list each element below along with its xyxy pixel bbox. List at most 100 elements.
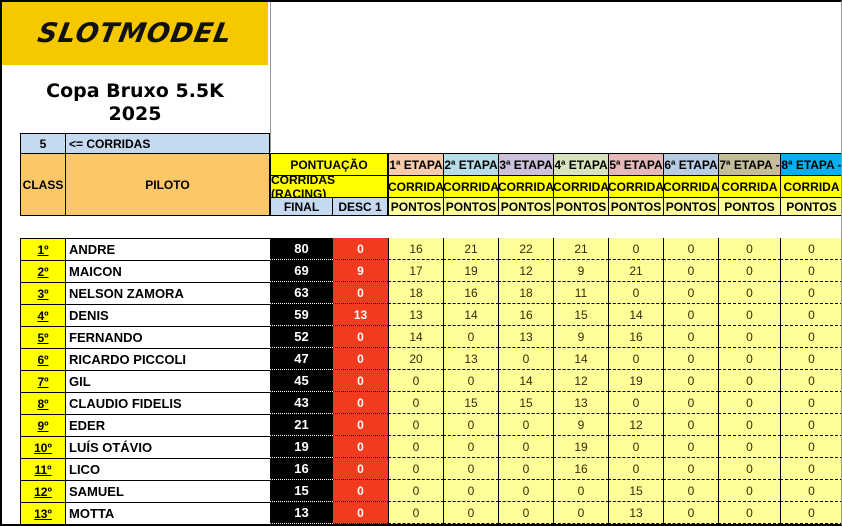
stage-1-header: 1ª ETAPA (388, 153, 444, 176)
stage-7-points: 0 (718, 282, 781, 304)
desc-header: DESC 1 (332, 197, 388, 216)
stage-3-points: 0 (498, 502, 554, 524)
stage-8-points: 0 (780, 436, 842, 458)
discard-points: 0 (333, 480, 388, 502)
stage-8-points: 0 (780, 370, 842, 392)
discard-points: 0 (333, 282, 388, 304)
page-title: Copa Bruxo 5.5K 2025 (46, 80, 224, 125)
stage-2-points: 0 (443, 458, 499, 480)
stage-5-points: 19 (608, 370, 664, 392)
stage-7-points: 0 (718, 238, 781, 260)
stage-2-points: 15 (443, 392, 499, 414)
races-label: <= CORRIDAS (65, 133, 270, 154)
discard-points: 0 (333, 502, 388, 524)
stage-8-type: CORRIDA (780, 175, 842, 198)
stage-4-points: 9 (553, 260, 609, 282)
stage-6-points: 0 (663, 348, 719, 370)
pilot-name: MOTTA (65, 502, 271, 525)
position: 2º (20, 260, 66, 283)
stage-1-points: 0 (388, 458, 444, 480)
stage-2-header: 2ª ETAPA (443, 153, 499, 176)
position: 11º (20, 458, 66, 481)
stage-3-points: 14 (498, 370, 554, 392)
stage-3-points: 15 (498, 392, 554, 414)
stage-2-points: 0 (443, 502, 499, 524)
stage-5-points: 0 (608, 238, 664, 260)
stage-3-points-header: PONTOS (498, 197, 554, 216)
stage-4-points: 9 (553, 326, 609, 348)
stage-4-points: 14 (553, 348, 609, 370)
stage-5-points-header: PONTOS (608, 197, 664, 216)
stage-1-points: 0 (388, 370, 444, 392)
stage-7-points: 0 (718, 348, 781, 370)
stage-6-points: 0 (663, 392, 719, 414)
stage-5-points: 16 (608, 326, 664, 348)
stage-5-points: 0 (608, 282, 664, 304)
position: 9º (20, 414, 66, 437)
position: 10º (20, 436, 66, 459)
stage-2-points: 21 (443, 238, 499, 260)
stage-5-points: 0 (608, 436, 664, 458)
position: 5º (20, 326, 66, 349)
discard-points: 0 (333, 238, 388, 260)
final-points: 15 (270, 480, 333, 502)
final-points: 69 (270, 260, 333, 282)
pilot-name: DENIS (65, 304, 271, 327)
stage-6-type: CORRIDA (663, 175, 719, 198)
final-header: FINAL (270, 197, 333, 216)
stage-6-points: 0 (663, 304, 719, 326)
races-count[interactable]: 5 (20, 133, 66, 154)
stage-8-points: 0 (780, 304, 842, 326)
stage-2-points: 0 (443, 326, 499, 348)
pilot-name: SAMUEL (65, 480, 271, 503)
stage-4-points: 0 (553, 480, 609, 502)
position: 13º (20, 502, 66, 525)
stage-6-points: 0 (663, 238, 719, 260)
stage-6-points: 0 (663, 370, 719, 392)
stage-8-points: 0 (780, 480, 842, 502)
position: 12º (20, 480, 66, 503)
position: 8º (20, 392, 66, 415)
stage-4-points: 13 (553, 392, 609, 414)
stage-4-type: CORRIDA (553, 175, 609, 198)
final-points: 43 (270, 392, 333, 414)
position: 6º (20, 348, 66, 371)
stage-5-points: 15 (608, 480, 664, 502)
final-points: 21 (270, 414, 333, 436)
stage-2-points: 0 (443, 370, 499, 392)
stage-2-points: 13 (443, 348, 499, 370)
pilot-name: EDER (65, 414, 271, 437)
slotmodel-logo: SLOTMODEL (2, 2, 268, 65)
discard-points: 0 (333, 370, 388, 392)
pilot-name: GIL (65, 370, 271, 393)
stage-7-points: 0 (718, 370, 781, 392)
gridline (270, 2, 271, 152)
stage-3-points: 22 (498, 238, 554, 260)
stage-2-points: 14 (443, 304, 499, 326)
stage-3-points: 0 (498, 480, 554, 502)
stage-6-points: 0 (663, 458, 719, 480)
final-points: 19 (270, 436, 333, 458)
stage-6-points: 0 (663, 502, 719, 524)
stage-3-points: 18 (498, 282, 554, 304)
position: 1º (20, 238, 66, 261)
stage-5-type: CORRIDA (608, 175, 664, 198)
stage-1-points: 0 (388, 480, 444, 502)
pilot-name: CLAUDIO FIDELIS (65, 392, 271, 415)
stage-4-points: 11 (553, 282, 609, 304)
stage-8-points: 0 (780, 392, 842, 414)
stage-3-points: 12 (498, 260, 554, 282)
stage-4-points: 19 (553, 436, 609, 458)
discard-points: 0 (333, 348, 388, 370)
stage-4-points: 21 (553, 238, 609, 260)
stage-5-points: 0 (608, 348, 664, 370)
stage-5-points: 13 (608, 502, 664, 524)
final-points: 13 (270, 502, 333, 524)
pilot-name: RICARDO PICCOLI (65, 348, 271, 371)
pilot-header: PILOTO (65, 153, 270, 216)
stage-7-type: CORRIDA (718, 175, 781, 198)
discard-points: 0 (333, 458, 388, 480)
stage-8-points: 0 (780, 282, 842, 304)
stage-8-points: 0 (780, 414, 842, 436)
pilot-name: LICO (65, 458, 271, 481)
